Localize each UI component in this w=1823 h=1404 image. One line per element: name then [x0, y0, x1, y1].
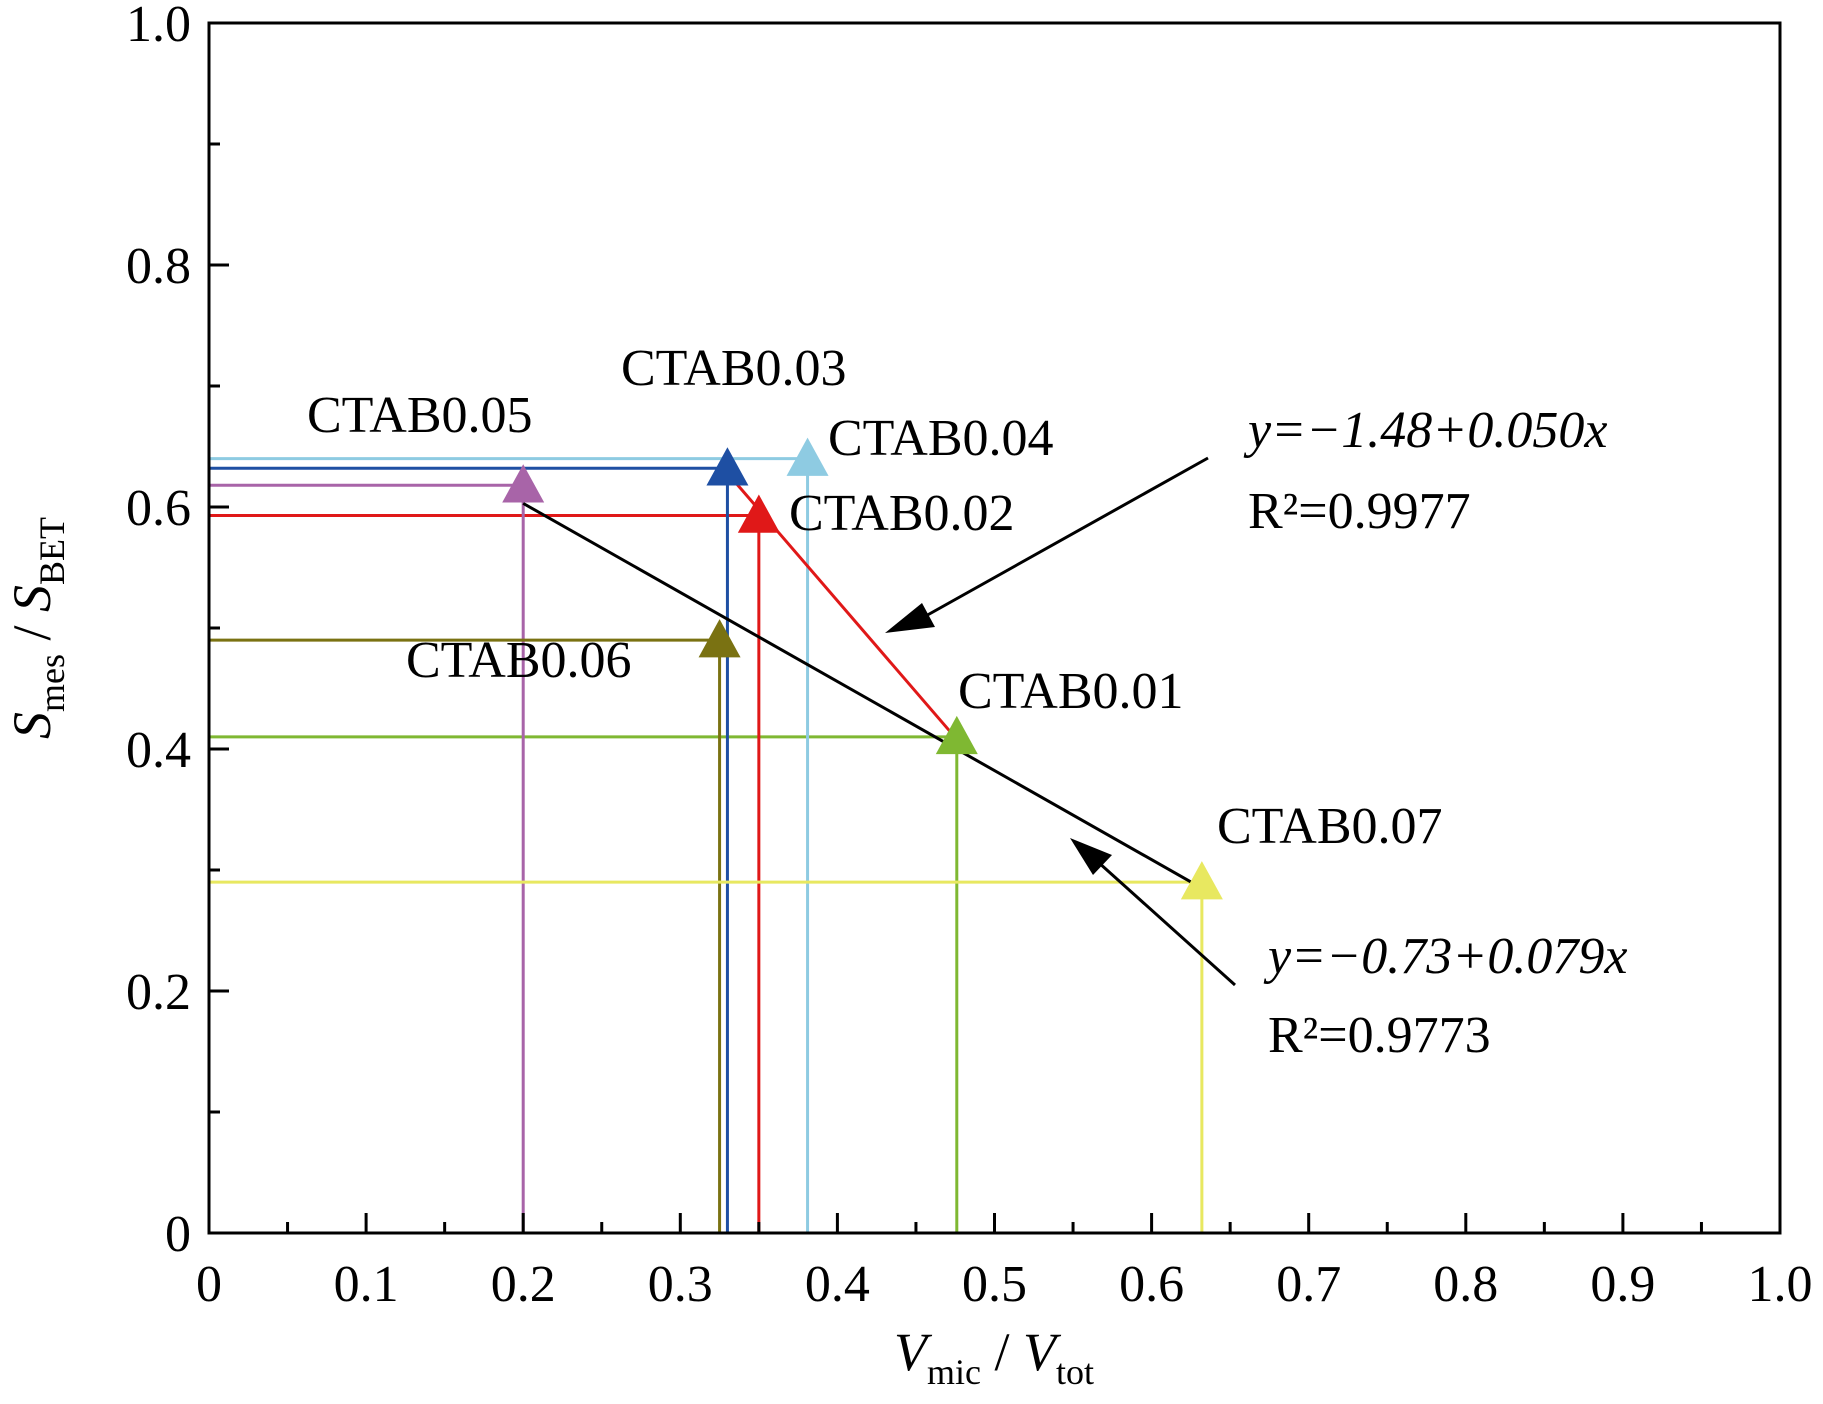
point-label: CTAB0.03	[621, 340, 847, 397]
plot-frame	[207, 21, 1782, 1235]
guide-lines	[209, 457, 1204, 1233]
fit-line	[522, 502, 1203, 890]
guide-line	[209, 513, 761, 1233]
x-tick-label: 0.2	[491, 1256, 556, 1313]
x-tick-label: 0	[196, 1256, 222, 1313]
guide-line	[209, 483, 525, 1233]
fit-r2-upper: R²=0.9977	[1248, 483, 1471, 540]
guide-line	[209, 457, 810, 1233]
x-axis-title: Vmic / Vtot	[894, 1322, 1094, 1392]
arrowhead-lower-icon	[1070, 838, 1112, 875]
x-tick-label: 0.4	[805, 1256, 870, 1313]
triangle-marker-icon	[1180, 861, 1223, 900]
x-tick-label: 1.0	[1748, 1256, 1813, 1313]
fit-equation-lower: y=−0.73+0.079x	[1263, 928, 1627, 985]
y-axis-title: Smes / SBET	[2, 517, 72, 739]
x-tick-label: 0.6	[1119, 1256, 1184, 1313]
x-tick-label: 0.7	[1276, 1256, 1341, 1313]
x-tick-label: 0.8	[1433, 1256, 1498, 1313]
x-tick-label: 0.3	[648, 1256, 713, 1313]
arrow-line-lower	[1096, 860, 1237, 987]
point-label: CTAB0.05	[307, 387, 533, 444]
x-tick-label: 0.1	[334, 1256, 399, 1313]
guide-line	[209, 880, 1204, 1233]
guide-line	[209, 735, 959, 1233]
guide-line	[209, 638, 722, 1233]
axis-ticks: 0 0.1 0.2 0.3 0.4 0.5 0.6 0.7 0.8 0.9 1.0 0 0.2 0.4 0.…	[126, 0, 1813, 1313]
y-tick-label: 0.8	[126, 238, 191, 295]
point-label: CTAB0.06	[406, 632, 632, 689]
point-labels: CTAB0.01 CTAB0.02 CTAB0.03 CTAB0.04 CTAB0.05…	[307, 340, 1443, 855]
arrowhead-upper-icon	[885, 603, 935, 633]
x-tick-label: 0.5	[962, 1256, 1027, 1313]
y-tick-label: 0.6	[126, 480, 191, 537]
data-points	[502, 437, 1223, 900]
point-label: CTAB0.02	[789, 485, 1015, 542]
fit-annotation-lower: y=−0.73+0.079x R²=0.9773	[1263, 928, 1627, 1064]
annotation-arrows	[885, 456, 1237, 987]
fit-annotation-upper: y=−1.48+0.050x R²=0.9977	[1243, 402, 1607, 540]
point-label: CTAB0.07	[1217, 798, 1443, 855]
triangle-marker-icon	[502, 464, 545, 503]
arrow-line-upper	[914, 456, 1209, 624]
y-tick-label: 1.0	[126, 0, 191, 53]
fit-equation-upper: y=−1.48+0.050x	[1243, 402, 1607, 459]
y-tick-label: 0	[165, 1206, 191, 1263]
guide-line	[209, 466, 729, 1233]
triangle-marker-icon	[935, 715, 978, 755]
point-label: CTAB0.01	[958, 663, 1184, 720]
triangle-marker-icon	[786, 437, 829, 476]
y-tick-label: 0.2	[126, 964, 191, 1021]
triangle-marker-icon	[698, 619, 741, 658]
triangle-marker-icon	[706, 447, 749, 486]
point-label: CTAB0.04	[828, 410, 1054, 467]
triangle-marker-icon	[737, 494, 780, 533]
x-tick-label: 0.9	[1590, 1256, 1655, 1313]
y-tick-label: 0.4	[126, 722, 191, 779]
fit-r2-lower: R²=0.9773	[1268, 1007, 1491, 1064]
